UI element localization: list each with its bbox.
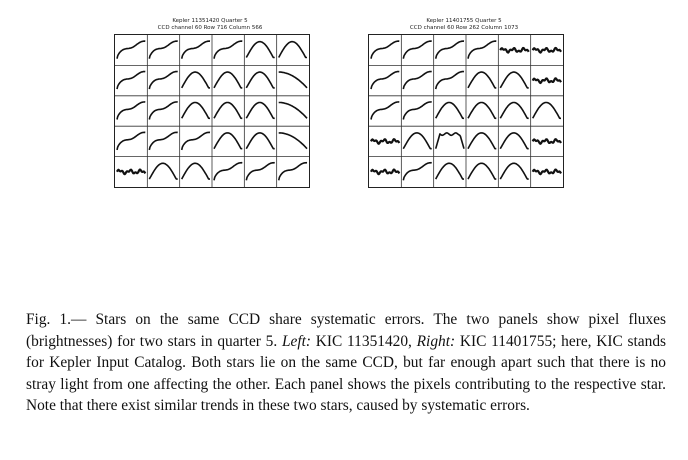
left-pixel-curve (278, 101, 308, 119)
left-pixel-curve (245, 161, 275, 181)
left-pixel-curve (213, 101, 243, 120)
right-pixel-curve (402, 40, 432, 59)
right-pixel-curve (434, 70, 465, 90)
right-pixel-curve (402, 70, 432, 90)
right-pixel-curve (531, 101, 562, 120)
left-pixel-curve (180, 101, 211, 120)
right-pixel-curve (499, 162, 529, 180)
caption-prefix: Fig. 1.— Stars on the same CCD share sys… (26, 311, 666, 350)
right-pixel-curve (499, 101, 529, 120)
left-pixel-curve (213, 161, 243, 181)
right-pixel-curve (467, 132, 497, 150)
left-panel-title-line1: Kepler 11351420 Quarter 5 (172, 18, 248, 24)
left-pixel-curve (180, 131, 211, 151)
left-pixel-grid (114, 34, 310, 188)
left-panel-title-line2: CCD channel 60 Row 716 Column 566 (157, 24, 263, 31)
right-pixel-curve (402, 161, 432, 181)
caption-right-text: KIC 11401755; here, KIC stands for Keple… (26, 332, 666, 415)
left-pixel-curve (213, 71, 243, 89)
left-pixel-curve (148, 70, 178, 90)
left-pixel-curve (245, 40, 275, 59)
right-pixel-curve (370, 40, 400, 59)
left-pixel-curve (116, 168, 147, 176)
left-pixel-curve (116, 70, 146, 90)
right-pixel-curve (434, 40, 465, 59)
figure-caption: Fig. 1.— Stars on the same CCD share sys… (26, 309, 666, 417)
left-pixel-curve (148, 40, 178, 59)
caption-left-text: KIC 11351420, (311, 332, 417, 350)
right-panel-title-line1: Kepler 11401755 Quarter 5 (426, 18, 502, 24)
left-pixel-curve (180, 40, 211, 59)
left-pixel-curve (245, 71, 275, 89)
left-pixel-curve (245, 132, 275, 150)
right-pixel-flux-plot (369, 35, 563, 187)
left-pixel-curve (277, 40, 308, 59)
left-pixel-curve (278, 132, 308, 150)
right-pixel-curve (434, 101, 465, 120)
left-pixel-curve (148, 101, 178, 120)
left-pixel-curve (277, 161, 308, 181)
right-pixel-curve (499, 46, 530, 54)
left-pixel-curve (116, 40, 146, 59)
caption-left-label: Left: (281, 332, 312, 350)
right-pixel-curve (531, 138, 562, 145)
right-pixel-grid (368, 34, 564, 188)
left-pixel-curve (116, 131, 146, 151)
right-panel-title-line2: CCD channel 60 Row 262 Column 1073 (409, 24, 519, 31)
left-pixel-curve (213, 40, 243, 59)
right-pixel-curve (402, 101, 432, 120)
right-pixel-curve (467, 162, 497, 180)
right-pixel-curve (531, 46, 562, 54)
left-pixel-curve (278, 71, 308, 89)
left-pixel-curve (116, 101, 146, 120)
left-pixel-curve (180, 71, 211, 89)
left-pixel-flux-plot (115, 35, 309, 187)
left-pixel-curve (213, 132, 243, 150)
right-pixel-curve (434, 162, 465, 180)
left-pixel-curve (180, 162, 211, 180)
right-pixel-curve (370, 168, 401, 176)
left-pixel-curve (148, 162, 178, 180)
left-pixel-curve (148, 131, 178, 151)
caption-right-label: Right: (416, 332, 456, 350)
right-pixel-curve (531, 77, 562, 85)
right-pixel-curve (531, 168, 562, 176)
right-pixel-curve (467, 101, 497, 120)
right-pixel-curve (467, 71, 497, 89)
right-pixel-curve (370, 138, 401, 145)
right-panel-title: Kepler 11401755 Quarter 5 CCD channel 60… (364, 18, 564, 31)
right-pixel-curve (467, 40, 497, 59)
right-pixel-curve (499, 71, 529, 89)
right-pixel-curve (402, 132, 432, 150)
right-pixel-curve (499, 132, 529, 150)
right-pixel-curve (434, 132, 465, 149)
left-pixel-curve (245, 101, 275, 120)
right-pixel-curve (370, 70, 400, 90)
right-pixel-curve (370, 101, 400, 120)
left-panel-title: Kepler 11351420 Quarter 5 CCD channel 60… (110, 18, 310, 31)
